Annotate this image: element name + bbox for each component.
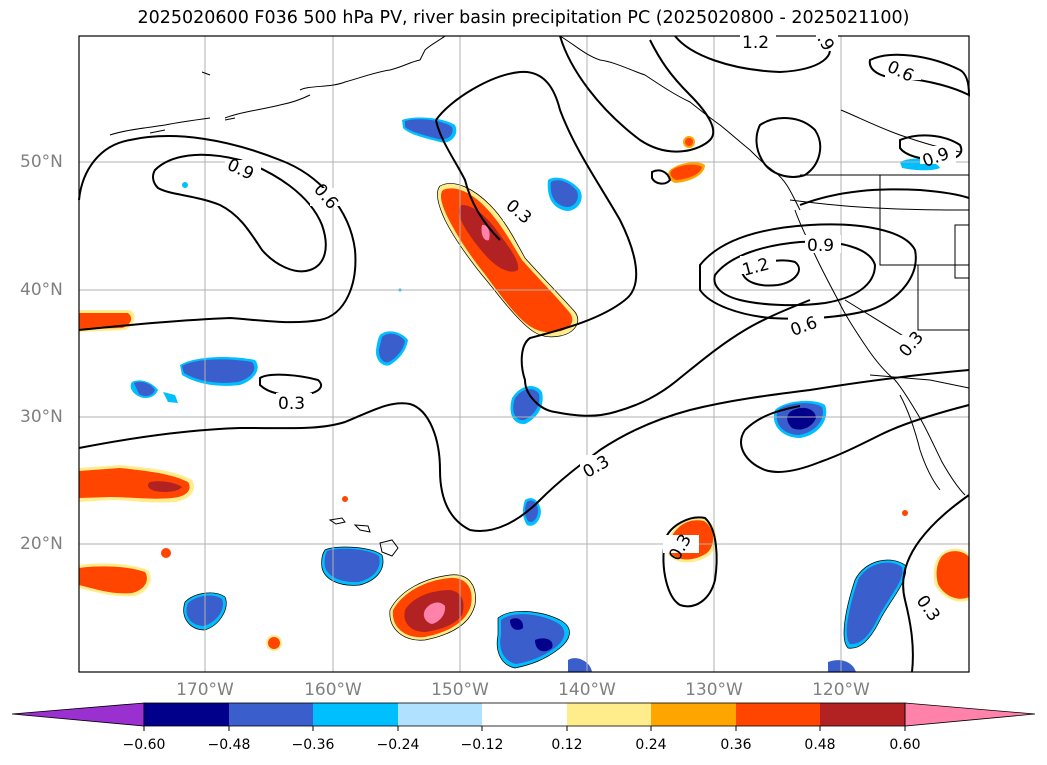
contour-06-northwest bbox=[78, 135, 357, 331]
colorbar-tick-label: −0.60 bbox=[122, 737, 166, 753]
contour-09-ne-closed bbox=[899, 134, 963, 162]
contour-03-southeast bbox=[740, 404, 970, 473]
contour-03-far-east bbox=[902, 494, 970, 673]
contour-06-center-east bbox=[699, 223, 917, 320]
contour-label: 1.2 bbox=[742, 33, 769, 53]
contour-09-center-east bbox=[713, 240, 877, 307]
lon-label: 130°W bbox=[685, 680, 743, 700]
hawaii bbox=[328, 517, 399, 557]
colorbar-bin bbox=[820, 703, 905, 726]
colorbar-bin bbox=[313, 703, 398, 726]
colorbar-tick-label: 0.60 bbox=[889, 737, 921, 753]
lon-label: 120°W bbox=[812, 680, 870, 700]
lat-label: 50°N bbox=[20, 152, 63, 172]
colorbar-max-extend bbox=[904, 702, 1036, 727]
precip-fills bbox=[79, 117, 969, 672]
lat-label: 30°N bbox=[20, 407, 63, 427]
colorbar-tick-label: 0.24 bbox=[635, 737, 667, 753]
colorbar-bin bbox=[144, 703, 229, 726]
contour-12-north bbox=[674, 35, 831, 74]
lon-label: 160°W bbox=[304, 680, 362, 700]
lon-label: 170°W bbox=[176, 680, 234, 700]
colorbar-tick-label: −0.48 bbox=[207, 737, 251, 753]
lon-label: 140°W bbox=[558, 680, 616, 700]
pv-contours bbox=[78, 35, 971, 673]
contour-03-north-lobe bbox=[435, 70, 811, 417]
lat-label: 40°N bbox=[20, 280, 63, 300]
lon-label: 150°W bbox=[431, 680, 489, 700]
contour-03-sub bbox=[662, 516, 718, 608]
contour-03-ridge bbox=[435, 119, 501, 241]
colorbar bbox=[11, 702, 1036, 731]
contour-03-south bbox=[78, 369, 970, 532]
alaska-coast bbox=[299, 35, 446, 91]
graticule bbox=[79, 36, 969, 672]
colorbar-tick-label: −0.24 bbox=[376, 737, 420, 753]
colorbar-bin bbox=[229, 703, 313, 726]
map-frame-bg bbox=[79, 36, 969, 672]
contour-label-bgs bbox=[225, 33, 956, 618]
colorbar-bin bbox=[398, 703, 482, 726]
colorbar-tick-label: −0.12 bbox=[460, 737, 504, 753]
colorbar-bin bbox=[482, 703, 567, 726]
colorbar-min-extend bbox=[11, 702, 145, 727]
colorbar-tick-label: 0.48 bbox=[804, 737, 836, 753]
contour-06-northeast bbox=[559, 35, 715, 153]
us-mexico-border bbox=[869, 374, 970, 389]
contour-09-vancouver bbox=[755, 117, 822, 178]
contour-label: 0.9 bbox=[807, 236, 834, 256]
colorbar-bin bbox=[567, 703, 651, 726]
colorbar-tick-label: 0.36 bbox=[720, 737, 752, 753]
namerica-west-coast bbox=[794, 209, 966, 496]
contour-03-pacific bbox=[259, 373, 323, 397]
lat-label: 20°N bbox=[20, 534, 63, 554]
colorbar-bin bbox=[651, 703, 736, 726]
contour-label: 0.3 bbox=[278, 394, 305, 414]
map-frame bbox=[78, 35, 970, 673]
colorbar-tick-label: 0.12 bbox=[551, 737, 583, 753]
map-title: 2025020600 F036 500 hPa PV, river basin … bbox=[137, 8, 910, 28]
colorbar-tick-label: −0.36 bbox=[291, 737, 335, 753]
colorbar-bin bbox=[736, 703, 820, 726]
contour-06-east-interior bbox=[799, 188, 970, 206]
